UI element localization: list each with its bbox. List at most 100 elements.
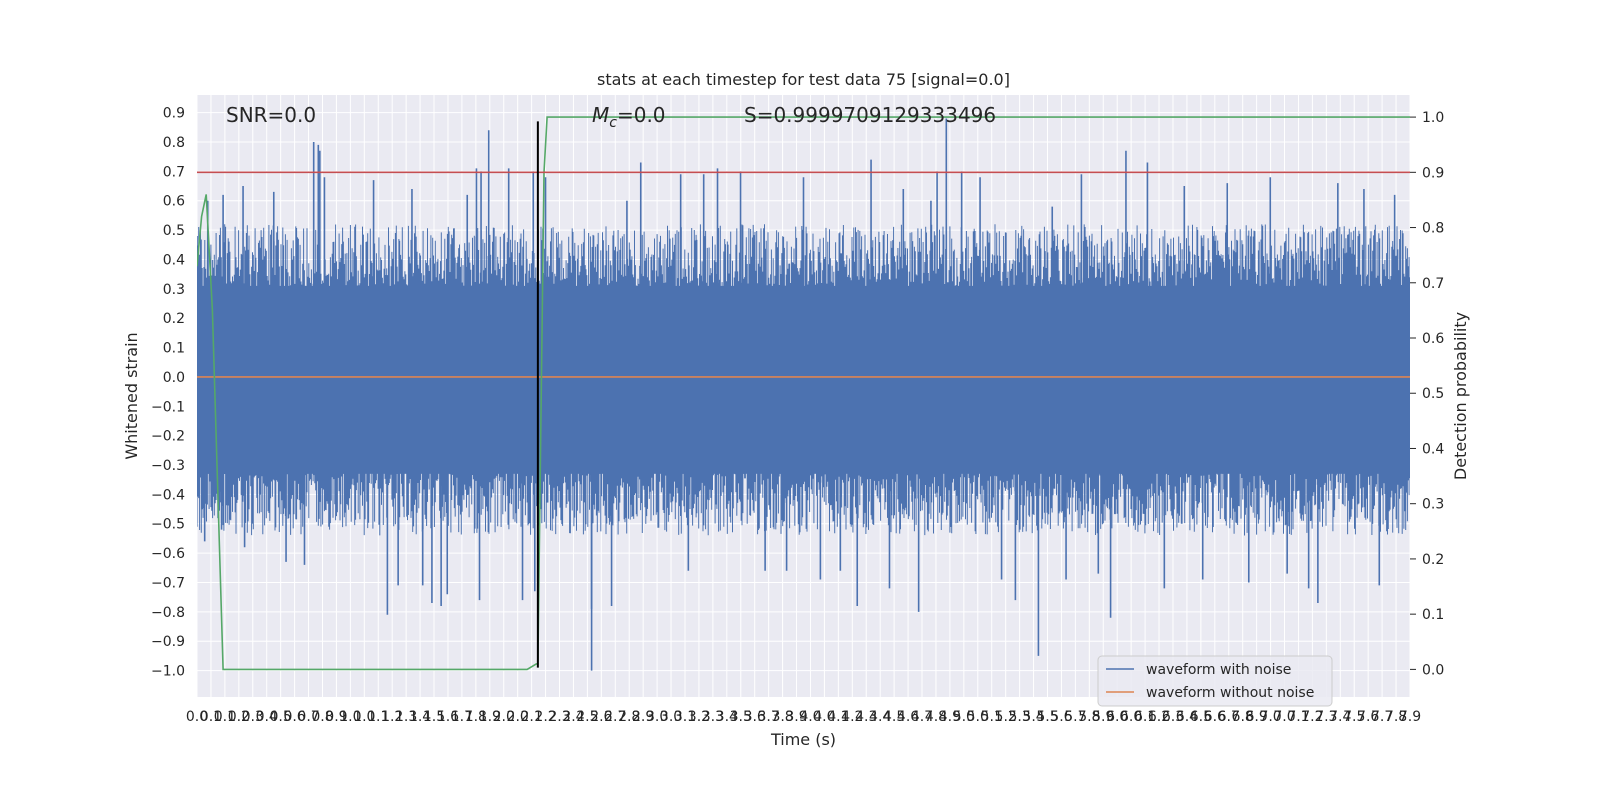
x-tick-label: 7.6 — [1357, 709, 1379, 725]
x-tick-label: 6.3 — [1162, 709, 1184, 725]
y-left-tick-label: 0.0 — [163, 370, 185, 386]
y-left-tick-label: −0.7 — [151, 575, 185, 591]
x-tick-label: 4.8 — [925, 709, 947, 725]
x-tick-label: 1.6 — [437, 709, 459, 725]
x-tick-label: 5.8 — [1078, 709, 1100, 725]
legend-label-waveform-without-noise: waveform without noise — [1146, 685, 1314, 701]
x-tick-label: 3.2 — [688, 709, 710, 725]
x-tick-label: 4.6 — [897, 709, 919, 725]
y-axis-right-label: Detection probability — [1451, 312, 1470, 480]
x-tick-label: 3.6 — [744, 709, 766, 725]
s-annotation: S=0.9999709129333496 — [744, 103, 996, 127]
y-right-tick-label: 0.1 — [1422, 607, 1444, 623]
x-tick-label: 3.5 — [730, 709, 752, 725]
x-tick-label: 4.9 — [939, 709, 961, 725]
x-tick-label: 0.1 — [200, 709, 222, 725]
x-tick-label: 5.6 — [1050, 709, 1072, 725]
y-left-tick-label: −0.4 — [151, 487, 185, 503]
x-tick-label: 7.3 — [1315, 709, 1337, 725]
x-tick-label: 2.9 — [632, 709, 654, 725]
y-left-tick-label: −0.8 — [151, 605, 185, 621]
x-tick-label: 7.9 — [1399, 709, 1421, 725]
x-tick-label: 5.7 — [1064, 709, 1086, 725]
x-tick-label: 2.5 — [576, 709, 598, 725]
x-tick-label: 4.1 — [827, 709, 849, 725]
x-tick-label: 6.9 — [1245, 709, 1267, 725]
x-tick-label: 0.8 — [311, 709, 333, 725]
y-left-tick-label: 0.8 — [163, 135, 185, 151]
x-tick-label: 1.7 — [451, 709, 473, 725]
reference-lines — [197, 121, 1410, 668]
x-tick-label: 0.7 — [297, 709, 319, 725]
x-tick-label: 0.6 — [283, 709, 305, 725]
x-tick-label: 0.4 — [256, 709, 278, 725]
y-left-tick-label: −0.2 — [151, 429, 185, 445]
legend: waveform with noise waveform without noi… — [1097, 655, 1333, 707]
chart-title: stats at each timestep for test data 75 … — [597, 70, 1010, 89]
x-tick-label: 1.8 — [465, 709, 487, 725]
x-tick-label: 5.1 — [981, 709, 1003, 725]
x-tick-label: 0.3 — [242, 709, 264, 725]
x-tick-label: 1.1 — [367, 709, 389, 725]
y-left-tick-label: 0.9 — [163, 106, 185, 122]
x-tick-label: 5.9 — [1092, 709, 1114, 725]
y-axis-left-label: Whitened strain — [122, 332, 141, 459]
y-left-tick-label: 0.1 — [163, 341, 185, 357]
mc-subscript: c — [609, 115, 617, 131]
y-left-tick-label: −0.3 — [151, 458, 185, 474]
mc-annotation: Mc=0.0 — [592, 103, 666, 131]
y-right-tick-label: 0.5 — [1422, 386, 1444, 402]
x-tick-label: 7.0 — [1273, 709, 1295, 725]
x-tick-label: 0.5 — [270, 709, 292, 725]
x-tick-label: 1.0 — [339, 709, 361, 725]
x-tick-label: 6.0 — [1120, 709, 1142, 725]
y-left-tick-label: −1.0 — [151, 664, 185, 680]
x-tick-label: 1.5 — [423, 709, 445, 725]
y-left-tick-label: −0.5 — [151, 517, 185, 533]
x-tick-label: 5.3 — [1008, 709, 1030, 725]
x-tick-label: 3.1 — [674, 709, 696, 725]
y-right-tick-label: 0.6 — [1422, 331, 1444, 347]
y-left-tick-label: 0.7 — [163, 164, 185, 180]
x-tick-label: 6.5 — [1190, 709, 1212, 725]
mc-value: =0.0 — [617, 103, 666, 127]
x-tick-label: 1.9 — [479, 709, 501, 725]
y-left-tick-label: 0.4 — [163, 252, 185, 268]
y-left-tick-label: 0.6 — [163, 194, 185, 210]
y-right-tick-label: 0.9 — [1422, 165, 1444, 181]
x-tick-label: 1.0 — [353, 709, 375, 725]
x-tick-label: 0.2 — [228, 709, 250, 725]
x-tick-label: 6.7 — [1218, 709, 1240, 725]
x-tick-label: 3.0 — [660, 709, 682, 725]
x-tick-label: 5.5 — [1036, 709, 1058, 725]
x-tick-label: 4.2 — [841, 709, 863, 725]
x-tick-label: 3.7 — [758, 709, 780, 725]
y-right-tick-label: 0.8 — [1422, 221, 1444, 237]
x-tick-label: 6.6 — [1204, 709, 1226, 725]
x-tick-label: 7.7 — [1371, 709, 1393, 725]
x-tick-label: 2.7 — [604, 709, 626, 725]
x-tick-label: 7.5 — [1343, 709, 1365, 725]
x-tick-label: 0.0 — [186, 709, 208, 725]
legend-label-waveform-with-noise: waveform with noise — [1146, 662, 1291, 678]
legend-box — [1097, 655, 1333, 707]
x-tick-label: 5.0 — [953, 709, 975, 725]
x-tick-label: 4.0 — [813, 709, 835, 725]
y-right-tick-label: 0.7 — [1422, 276, 1444, 292]
x-tick-label: 2.0 — [507, 709, 529, 725]
y-right-tick-label: 0.0 — [1422, 662, 1444, 678]
x-tick-label: 6.8 — [1232, 709, 1254, 725]
y-right-tick-label: 0.4 — [1422, 441, 1444, 457]
x-tick-label: 3.9 — [785, 709, 807, 725]
y-left-tick-label: 0.2 — [163, 311, 185, 327]
x-tick-label: 3.3 — [702, 709, 724, 725]
y-right-tick-label: 1.0 — [1422, 110, 1444, 126]
x-tick-label: 5.4 — [1022, 709, 1044, 725]
y-right-tick-label: 0.3 — [1422, 497, 1444, 513]
x-tick-label: 6.2 — [1148, 709, 1170, 725]
x-tick-label: 4.0 — [799, 709, 821, 725]
x-tick-label: 5.0 — [967, 709, 989, 725]
x-tick-label: 6.1 — [1134, 709, 1156, 725]
x-tick-label: 7.8 — [1385, 709, 1407, 725]
